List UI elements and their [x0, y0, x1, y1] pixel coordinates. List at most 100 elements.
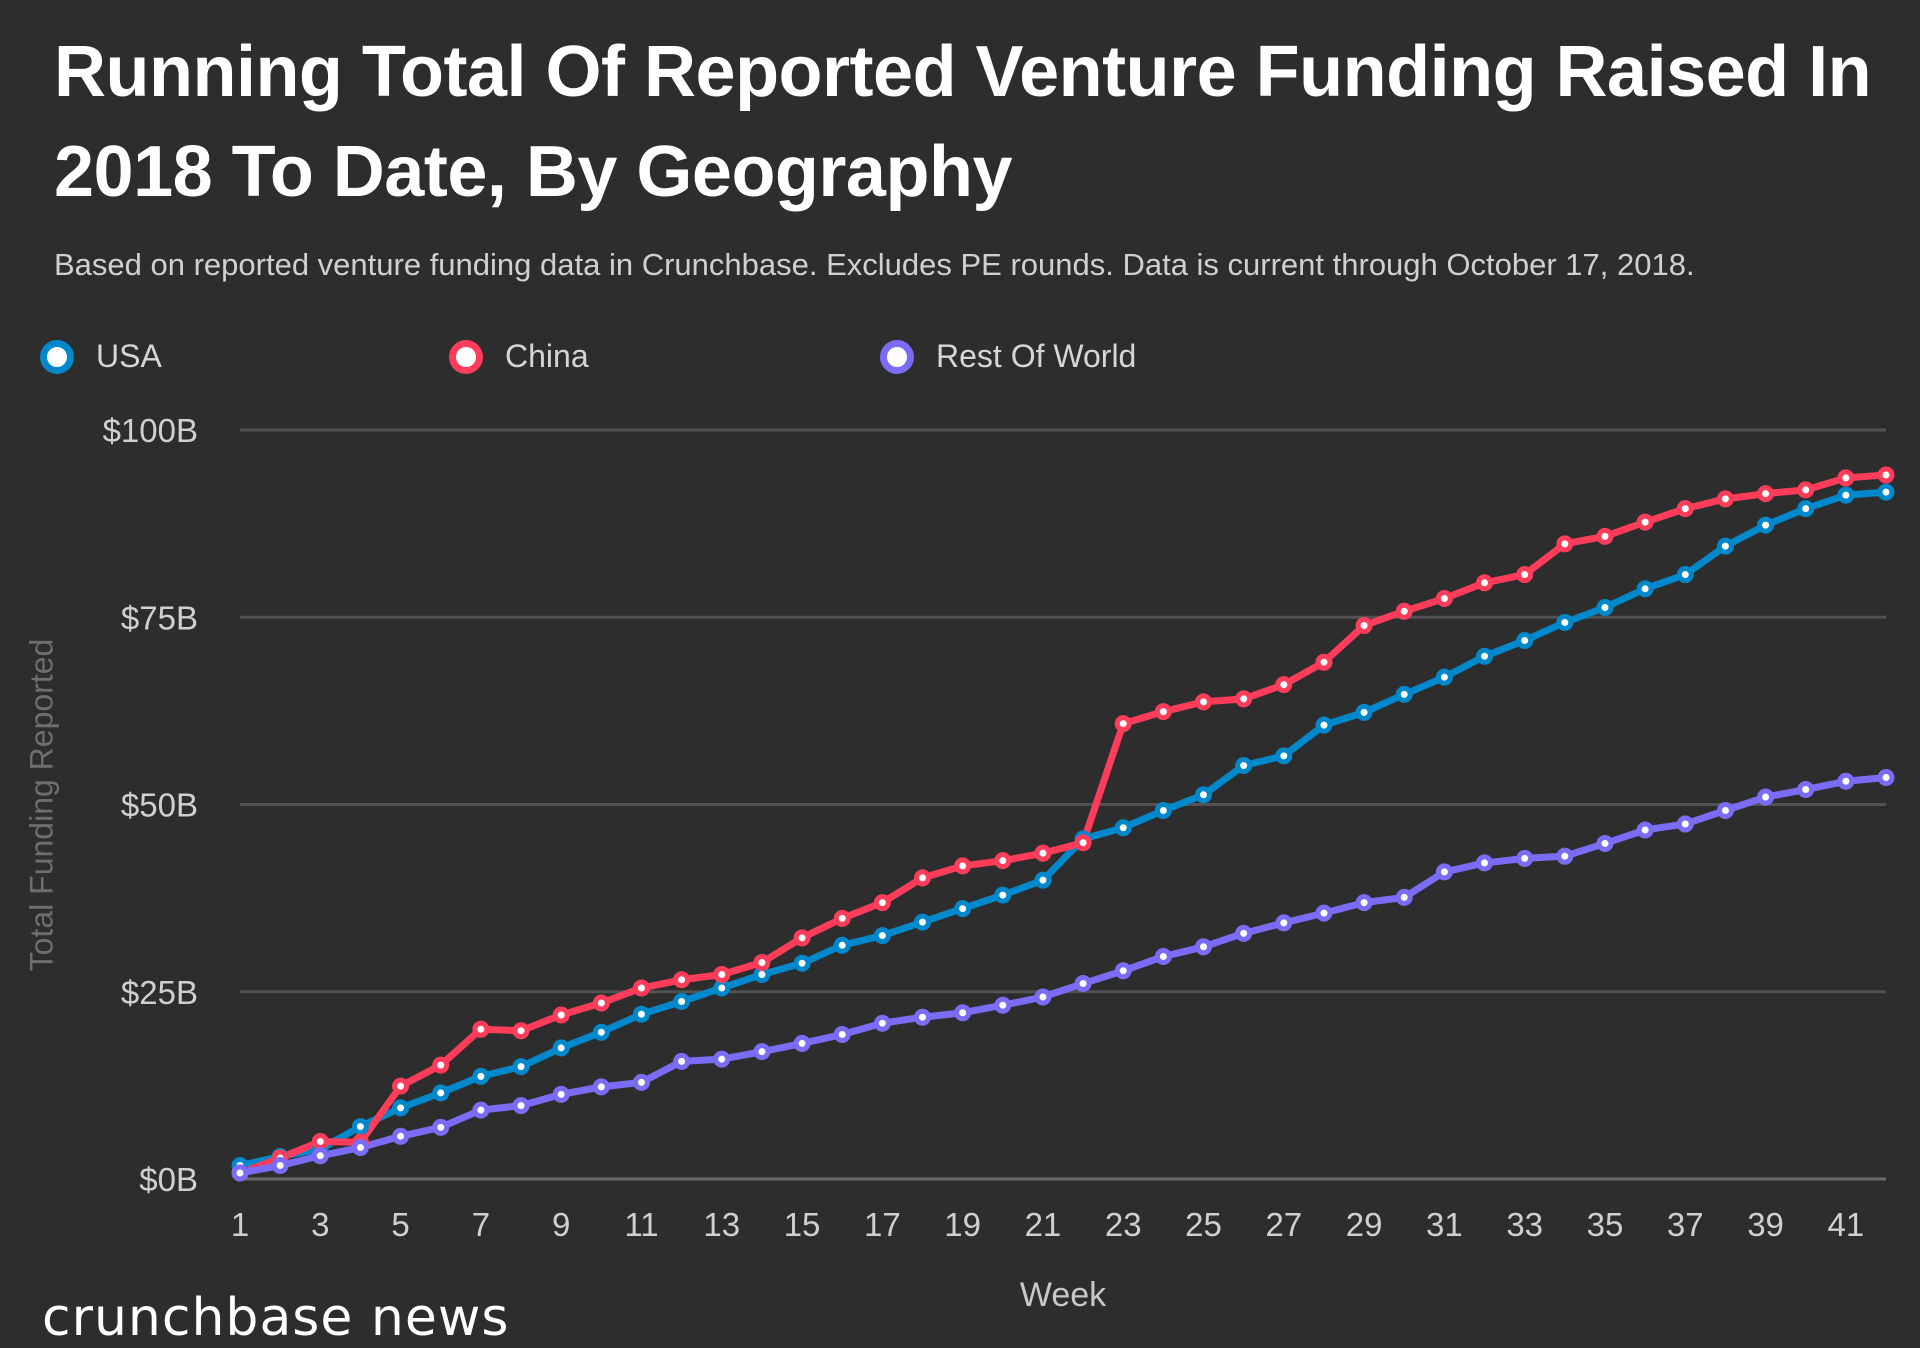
data-point-china	[472, 1020, 490, 1038]
data-point-china	[1797, 481, 1815, 499]
data-point-usa	[1315, 716, 1333, 734]
legend-marker-icon	[449, 339, 483, 374]
data-point-china	[1195, 693, 1213, 711]
data-point-china	[1435, 590, 1453, 608]
data-point-china	[1275, 676, 1293, 694]
data-point-rest-of-world	[1636, 821, 1654, 839]
data-point-china	[1636, 513, 1654, 531]
data-point-rest-of-world	[1877, 769, 1895, 787]
data-point-rest-of-world	[1355, 894, 1373, 912]
x-tick-label: 13	[703, 1206, 740, 1243]
data-point-usa	[1476, 647, 1494, 665]
data-point-rest-of-world	[231, 1164, 249, 1182]
data-point-rest-of-world	[1676, 815, 1694, 833]
x-tick-label: 3	[311, 1206, 329, 1243]
data-point-usa	[351, 1118, 369, 1136]
y-tick-label: $100B	[103, 412, 198, 449]
data-point-usa	[1114, 819, 1132, 837]
data-point-rest-of-world	[1395, 888, 1413, 906]
data-point-rest-of-world	[1435, 863, 1453, 881]
x-tick-label: 17	[864, 1206, 901, 1243]
legend-item-rest-of-world[interactable]: Rest Of World	[880, 338, 1136, 375]
data-point-rest-of-world	[833, 1025, 851, 1043]
data-point-china	[1034, 844, 1052, 862]
legend-label: China	[505, 338, 589, 374]
data-point-china	[1676, 500, 1694, 518]
data-point-rest-of-world	[1516, 849, 1534, 867]
data-point-china	[713, 966, 731, 984]
x-tick-label: 27	[1265, 1206, 1302, 1243]
data-point-rest-of-world	[713, 1050, 731, 1068]
data-point-china	[1877, 466, 1895, 484]
data-point-china	[873, 894, 891, 912]
data-point-rest-of-world	[271, 1157, 289, 1175]
data-point-usa	[873, 927, 891, 945]
data-point-rest-of-world	[1235, 924, 1253, 942]
data-point-rest-of-world	[472, 1101, 490, 1119]
data-point-usa	[793, 954, 811, 972]
x-tick-label: 33	[1506, 1206, 1543, 1243]
data-point-rest-of-world	[1154, 948, 1172, 966]
data-point-china	[1235, 690, 1253, 708]
data-point-china	[1154, 703, 1172, 721]
data-point-usa	[432, 1084, 450, 1102]
data-point-china	[1556, 535, 1574, 553]
data-point-usa	[472, 1067, 490, 1085]
data-point-usa	[1556, 613, 1574, 631]
x-tick-label: 39	[1747, 1206, 1784, 1243]
data-point-usa	[592, 1023, 610, 1041]
data-point-usa	[1837, 486, 1855, 504]
data-point-rest-of-world	[311, 1147, 329, 1165]
data-point-rest-of-world	[552, 1085, 570, 1103]
data-point-rest-of-world	[753, 1043, 771, 1061]
chart-title: Running Total Of Reported Venture Fundin…	[54, 32, 1872, 212]
data-point-usa	[994, 886, 1012, 904]
data-point-china	[1516, 566, 1534, 584]
data-point-china	[994, 852, 1012, 870]
x-tick-label: 19	[944, 1206, 981, 1243]
data-point-usa	[1355, 703, 1373, 721]
data-point-china	[432, 1056, 450, 1074]
data-point-china	[311, 1133, 329, 1151]
x-tick-label: 29	[1346, 1206, 1383, 1243]
data-point-china	[592, 994, 610, 1012]
data-point-rest-of-world	[1797, 781, 1815, 799]
data-point-usa	[673, 992, 691, 1010]
x-tick-label: 5	[391, 1206, 409, 1243]
data-point-china	[632, 979, 650, 997]
data-point-china	[1476, 574, 1494, 592]
data-point-china	[512, 1022, 530, 1040]
data-point-usa	[1757, 516, 1775, 534]
data-point-china	[1757, 485, 1775, 503]
data-point-rest-of-world	[392, 1127, 410, 1145]
data-point-china	[392, 1077, 410, 1095]
data-point-usa	[1596, 599, 1614, 617]
data-point-usa	[1034, 871, 1052, 889]
data-point-usa	[1195, 786, 1213, 804]
data-point-rest-of-world	[954, 1004, 972, 1022]
data-point-usa	[632, 1005, 650, 1023]
data-point-rest-of-world	[873, 1014, 891, 1032]
data-point-usa	[552, 1039, 570, 1057]
data-point-usa	[1797, 500, 1815, 518]
legend-item-usa[interactable]: USA	[40, 338, 162, 375]
y-tick-label: $0B	[139, 1161, 198, 1198]
data-point-usa	[913, 913, 931, 931]
data-point-usa	[833, 936, 851, 954]
data-point-china	[673, 971, 691, 989]
data-point-china	[1355, 616, 1373, 634]
y-tick-label: $25B	[121, 974, 198, 1011]
data-point-rest-of-world	[1837, 772, 1855, 790]
data-point-usa	[1275, 747, 1293, 765]
data-point-china	[1074, 834, 1092, 852]
legend-item-china[interactable]: China	[449, 338, 589, 375]
data-point-china	[1395, 602, 1413, 620]
data-point-usa	[1676, 566, 1694, 584]
x-tick-label: 37	[1667, 1206, 1704, 1243]
data-point-rest-of-world	[512, 1097, 530, 1115]
chart-subtitle: Based on reported venture funding data i…	[54, 247, 1695, 282]
data-point-rest-of-world	[592, 1078, 610, 1096]
data-point-usa	[1716, 537, 1734, 555]
data-point-usa	[954, 900, 972, 918]
